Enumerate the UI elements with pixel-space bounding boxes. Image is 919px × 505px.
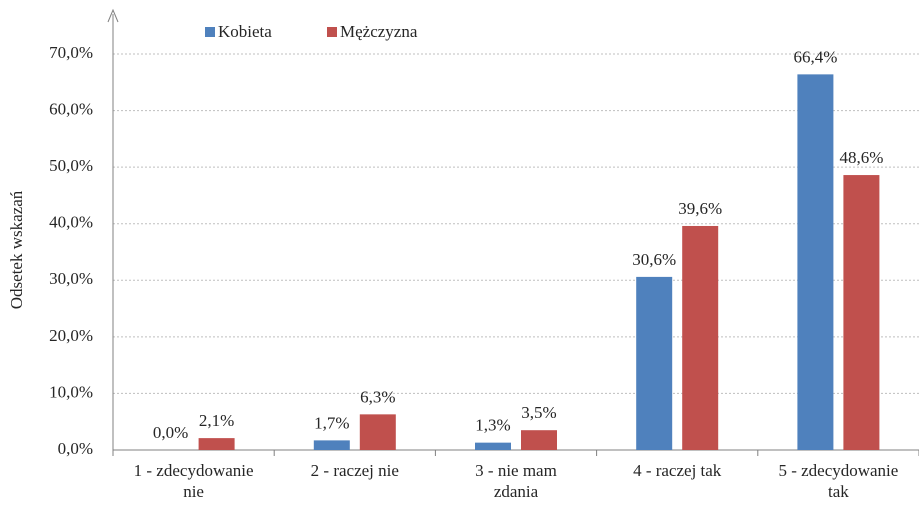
legend-swatch <box>327 27 337 37</box>
data-label: 1,3% <box>475 416 510 435</box>
y-axis-arrow <box>107 8 119 23</box>
y-tick-label: 0,0% <box>58 439 93 458</box>
x-tick-label: 1 - zdecydowanie nie <box>133 461 254 501</box>
data-label: 48,6% <box>839 148 883 167</box>
bar <box>313 440 350 450</box>
legend-swatch <box>205 27 215 37</box>
bar <box>521 430 557 450</box>
bar <box>843 175 880 450</box>
x-tick-label: 2 - raczej nie <box>310 461 399 480</box>
data-label: 1,7% <box>314 413 349 432</box>
bar <box>682 225 719 450</box>
data-label: 30,6% <box>632 250 676 269</box>
legend-label: Mężczyzna <box>340 22 418 41</box>
y-tick-label: 60,0% <box>49 99 93 118</box>
bar <box>359 414 396 450</box>
legend-label: Kobieta <box>218 22 272 41</box>
bar <box>636 276 673 450</box>
x-tick-label: 5 - zdecydowanie tak <box>778 461 899 501</box>
y-tick-label: 40,0% <box>49 213 93 232</box>
y-axis-label: Odsetek wskazań <box>7 190 26 309</box>
data-label: 39,6% <box>678 199 722 218</box>
y-tick-label: 70,0% <box>49 43 93 62</box>
y-tick-label: 50,0% <box>49 156 93 175</box>
data-label: 3,5% <box>521 403 556 422</box>
bar <box>198 438 235 450</box>
y-tick-label: 20,0% <box>49 326 93 345</box>
data-label: 2,1% <box>199 411 234 430</box>
bar <box>797 74 834 450</box>
data-label: 66,4% <box>793 47 837 66</box>
y-tick-label: 10,0% <box>49 382 93 401</box>
x-tick-label: 3 - nie mam zdania <box>475 461 557 501</box>
y-tick-label: 30,0% <box>49 269 93 288</box>
x-tick-label: 4 - raczej tak <box>633 461 722 480</box>
data-label: 6,3% <box>360 387 395 406</box>
bar <box>475 442 511 450</box>
data-label: 0,0% <box>153 423 188 442</box>
